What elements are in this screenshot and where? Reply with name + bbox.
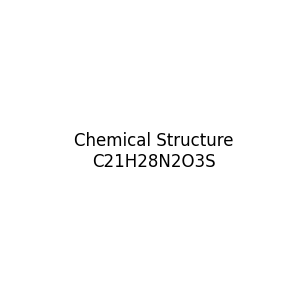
Text: Chemical Structure
C21H28N2O3S: Chemical Structure C21H28N2O3S (74, 132, 233, 171)
